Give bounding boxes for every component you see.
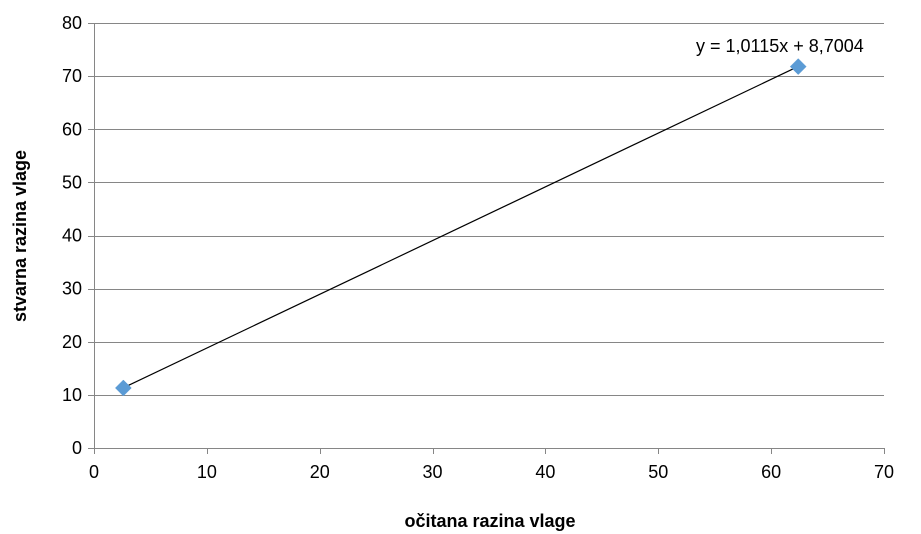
axes xyxy=(88,23,885,454)
y-tick-label-10: 10 xyxy=(62,385,82,405)
y-tick-label-30: 30 xyxy=(62,279,82,299)
y-tick-label-60: 60 xyxy=(62,119,82,139)
y-tick-label-80: 80 xyxy=(62,13,82,33)
y-tick-label-40: 40 xyxy=(62,226,82,246)
x-tick-label-60: 60 xyxy=(761,462,781,482)
x-tick-label-50: 50 xyxy=(648,462,668,482)
data-points xyxy=(114,58,807,397)
x-tick-label-40: 40 xyxy=(535,462,555,482)
y-tick-label-70: 70 xyxy=(62,66,82,86)
x-tick-label-20: 20 xyxy=(310,462,330,482)
y-tick-label-20: 20 xyxy=(62,332,82,352)
y-axis-title: stvarna razina vlage xyxy=(10,150,30,322)
x-tick-label-10: 10 xyxy=(197,462,217,482)
y-tick-label-50: 50 xyxy=(62,172,82,192)
x-tick-label-70: 70 xyxy=(874,462,894,482)
trendline-equation-label: y = 1,0115x + 8,7004 xyxy=(696,36,864,56)
tick-labels: 0 10 20 30 40 50 60 70 80 0 10 20 30 40 50 60 70 xyxy=(62,13,894,482)
x-tick-label-30: 30 xyxy=(423,462,443,482)
data-point-0-1 xyxy=(789,58,807,75)
x-axis-title: očitana razina vlage xyxy=(404,511,575,531)
trendline-layer xyxy=(123,65,799,389)
gridlines xyxy=(94,23,884,396)
y-tick-label-0: 0 xyxy=(72,438,82,458)
data-point-0-0 xyxy=(114,379,132,397)
trendline xyxy=(123,65,799,389)
x-tick-label-0: 0 xyxy=(89,462,99,482)
